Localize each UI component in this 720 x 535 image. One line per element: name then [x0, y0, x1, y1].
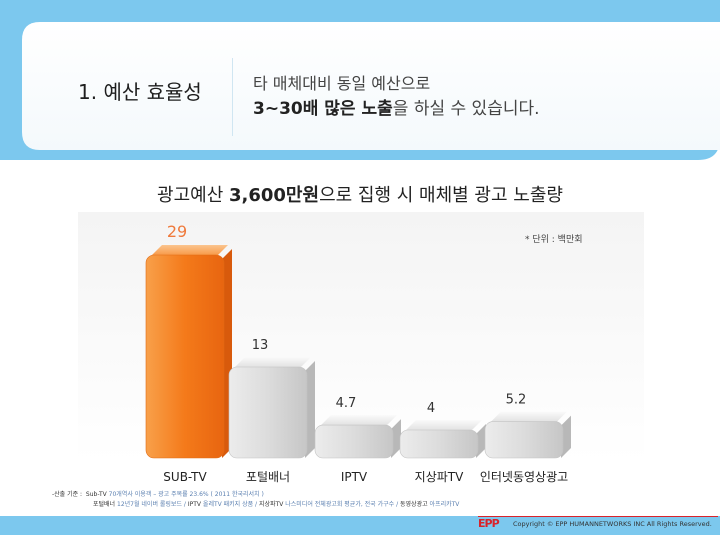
chart-title-suffix: 으로 집행 시 매체별 광고 노출량 — [319, 185, 563, 206]
description-line-2: 3~30배 많은 노출을 하실 수 있습니다. — [253, 94, 540, 119]
unit-note: * 단위 : 백만회 — [525, 235, 583, 245]
category-label-5: 인터넷동영상광고 — [480, 470, 568, 484]
description-rest: 을 하실 수 있습니다. — [392, 99, 540, 119]
footnote-subtv: Sub-TV — [85, 491, 107, 498]
footnote-video: 동영상광고 — [400, 501, 428, 508]
footnote-video-detail: 아프리카TV — [429, 501, 460, 508]
bar-1 — [145, 245, 232, 459]
description-line-1: 타 매체대비 동일 예산으로 — [253, 74, 431, 93]
footnote-portal-detail: 12년7월 네이버 롤링보드 / — [117, 501, 186, 508]
value-label-5: 5.2 — [506, 393, 527, 408]
value-label-4: 4 — [427, 401, 435, 416]
bar-3 — [314, 415, 401, 459]
footer-rule — [478, 516, 718, 517]
category-label-4: 지상파TV — [415, 470, 464, 484]
footnote-terrestrial-detail: 나스미디어 전체광고회 평균가, 전국 가구수 / — [285, 501, 399, 508]
value-label-2: 13 — [252, 338, 269, 353]
bar-5 — [484, 411, 571, 459]
bar-2 — [228, 357, 315, 459]
category-label-3: IPTV — [341, 470, 368, 484]
copyright: Copyright © EPP HUMANNETWORKS INC All Ri… — [513, 520, 712, 528]
footnote-subtv-detail: 70개역사 이용객 – 광고 주목률 23.6% ( 2011 한국리서치 ) — [108, 491, 264, 498]
category-label-2: 포털배너 — [246, 470, 290, 484]
bar-4 — [399, 420, 486, 459]
footnote-iptv-detail: 올레TV 패키지 상품 / — [202, 501, 258, 508]
chart-title-amount: 3,600만원 — [229, 185, 320, 206]
chart-title-prefix: 광고예산 — [157, 185, 229, 206]
company-logo: EPP — [478, 517, 500, 530]
footnote-portal: 포털배너 — [93, 501, 116, 508]
value-label-1: 29 — [167, 222, 187, 241]
footnote-terrestrial: 지상파TV — [259, 501, 284, 508]
description-highlight: 3~30배 많은 노출 — [253, 99, 393, 119]
footnote-iptv: IPTV — [187, 501, 201, 508]
divider — [232, 58, 233, 136]
footnote-line-2: 포털배너 12년7월 네이버 롤링보드 / IPTV 올레TV 패키지 상품 /… — [52, 500, 459, 510]
chart-title: 광고예산 3,600만원으로 집행 시 매체별 광고 노출량 — [0, 181, 720, 207]
value-label-3: 4.7 — [336, 396, 357, 411]
category-label-1: SUB-TV — [163, 470, 207, 484]
footnote-line-1: -산출 기준 : Sub-TV 70개역사 이용객 – 광고 주목률 23.6%… — [52, 490, 459, 500]
footnote-label: -산출 기준 : — [52, 491, 83, 498]
section-title: 1. 예산 효율성 — [78, 80, 202, 104]
footnote: -산출 기준 : Sub-TV 70개역사 이용객 – 광고 주목률 23.6%… — [52, 490, 459, 510]
